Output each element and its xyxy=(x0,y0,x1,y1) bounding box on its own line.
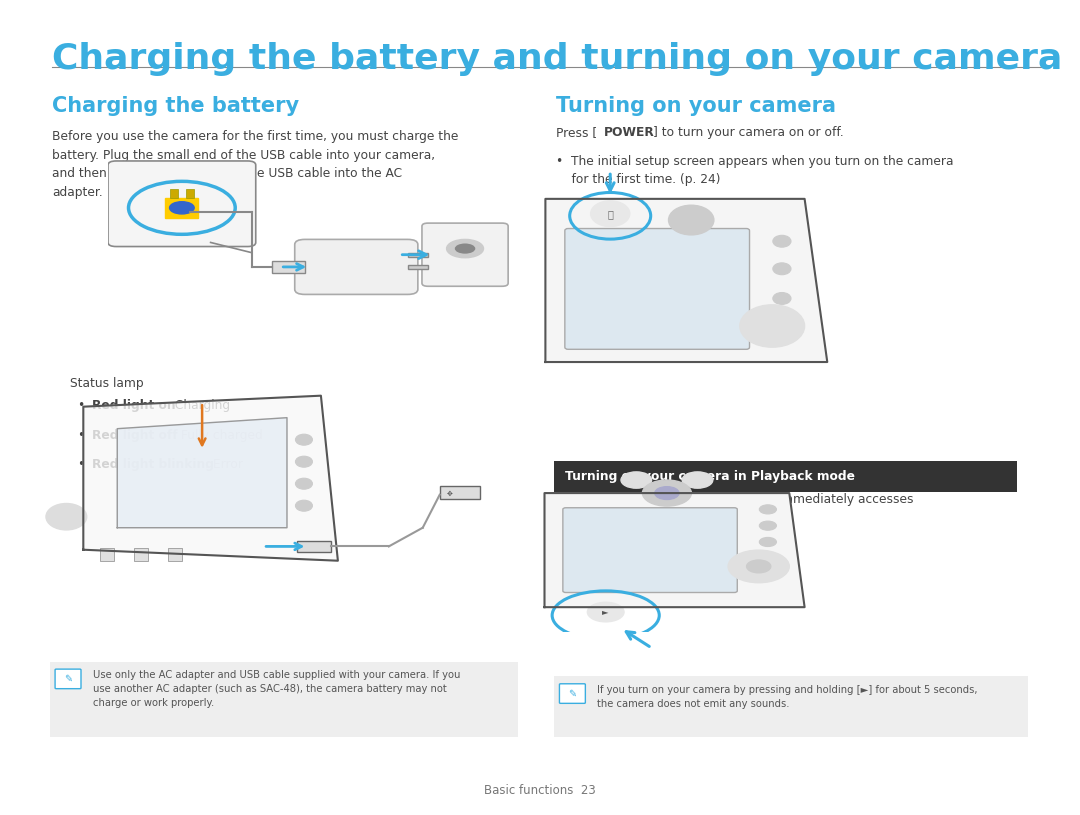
Text: Press [: Press [ xyxy=(556,126,597,139)
FancyBboxPatch shape xyxy=(559,684,585,703)
Polygon shape xyxy=(118,418,287,528)
Text: ►: ► xyxy=(603,607,609,617)
Circle shape xyxy=(621,472,651,488)
Polygon shape xyxy=(544,493,805,607)
Bar xyxy=(407,265,428,269)
Circle shape xyxy=(669,205,714,235)
FancyBboxPatch shape xyxy=(563,508,738,593)
Circle shape xyxy=(759,537,777,547)
FancyBboxPatch shape xyxy=(50,662,518,737)
Text: Use only the AC adapter and USB cable supplied with your camera. If you
use anot: Use only the AC adapter and USB cable su… xyxy=(93,670,460,708)
Bar xyxy=(100,548,113,561)
Text: Red light blinking: Red light blinking xyxy=(92,458,214,471)
Circle shape xyxy=(773,263,791,275)
FancyBboxPatch shape xyxy=(55,669,81,689)
Bar xyxy=(440,486,481,499)
Text: : Fully charged: : Fully charged xyxy=(173,429,264,442)
Bar xyxy=(272,261,305,273)
Text: POWER: POWER xyxy=(604,126,654,139)
Text: •: • xyxy=(78,429,89,442)
Circle shape xyxy=(740,305,805,347)
Text: Status lamp: Status lamp xyxy=(70,377,144,390)
Bar xyxy=(170,190,178,198)
Text: Red light on: Red light on xyxy=(92,399,175,412)
Bar xyxy=(297,541,332,552)
Circle shape xyxy=(296,456,312,467)
Text: Charging the battery and turning on your camera: Charging the battery and turning on your… xyxy=(52,42,1063,77)
Circle shape xyxy=(591,201,630,227)
Circle shape xyxy=(683,472,713,488)
Text: If you turn on your camera by pressing and holding [►] for about 5 seconds,
the : If you turn on your camera by pressing a… xyxy=(597,685,977,708)
Circle shape xyxy=(643,480,691,506)
FancyBboxPatch shape xyxy=(295,240,418,294)
Circle shape xyxy=(773,293,791,304)
FancyBboxPatch shape xyxy=(108,161,256,246)
Text: : Charging: : Charging xyxy=(167,399,230,412)
Text: Basic functions  23: Basic functions 23 xyxy=(484,784,596,797)
FancyBboxPatch shape xyxy=(554,676,1028,737)
Circle shape xyxy=(728,550,789,583)
Text: •  The initial setup screen appears when you turn on the camera
    for the firs: • The initial setup screen appears when … xyxy=(556,155,954,187)
Circle shape xyxy=(296,478,312,489)
Circle shape xyxy=(170,202,194,214)
Circle shape xyxy=(46,504,86,530)
Circle shape xyxy=(455,244,475,253)
Circle shape xyxy=(746,560,771,573)
FancyBboxPatch shape xyxy=(565,228,750,350)
Bar xyxy=(165,198,199,218)
Bar xyxy=(186,190,194,198)
Bar xyxy=(134,548,148,561)
Text: Charging the battery: Charging the battery xyxy=(52,96,299,117)
Text: •: • xyxy=(78,399,89,412)
Text: ✥: ✥ xyxy=(446,491,453,497)
Circle shape xyxy=(773,236,791,247)
Circle shape xyxy=(588,602,624,622)
Text: ✎: ✎ xyxy=(64,674,72,684)
Circle shape xyxy=(759,521,777,531)
Text: Red light off: Red light off xyxy=(92,429,177,442)
Text: Turning on your camera in Playback mode: Turning on your camera in Playback mode xyxy=(565,470,855,483)
Text: Turning on your camera: Turning on your camera xyxy=(556,96,836,117)
FancyBboxPatch shape xyxy=(422,223,509,286)
Text: •: • xyxy=(78,458,89,471)
Circle shape xyxy=(296,434,312,445)
Bar xyxy=(407,253,428,257)
Polygon shape xyxy=(545,199,827,362)
Text: : Error: : Error xyxy=(204,458,243,471)
Circle shape xyxy=(296,500,312,511)
Text: Press [►]. The camera turns on and immediately accesses
Playback mode.: Press [►]. The camera turns on and immed… xyxy=(556,493,914,525)
Text: ] to turn your camera on or off.: ] to turn your camera on or off. xyxy=(653,126,845,139)
Circle shape xyxy=(654,487,679,500)
Text: ✎: ✎ xyxy=(568,689,577,698)
Circle shape xyxy=(759,504,777,514)
FancyBboxPatch shape xyxy=(554,461,1017,492)
Text: ⏻: ⏻ xyxy=(607,209,613,218)
Circle shape xyxy=(446,240,484,258)
Text: Before you use the camera for the first time, you must charge the
battery. Plug : Before you use the camera for the first … xyxy=(52,130,458,199)
Polygon shape xyxy=(83,396,338,561)
Bar xyxy=(168,548,181,561)
